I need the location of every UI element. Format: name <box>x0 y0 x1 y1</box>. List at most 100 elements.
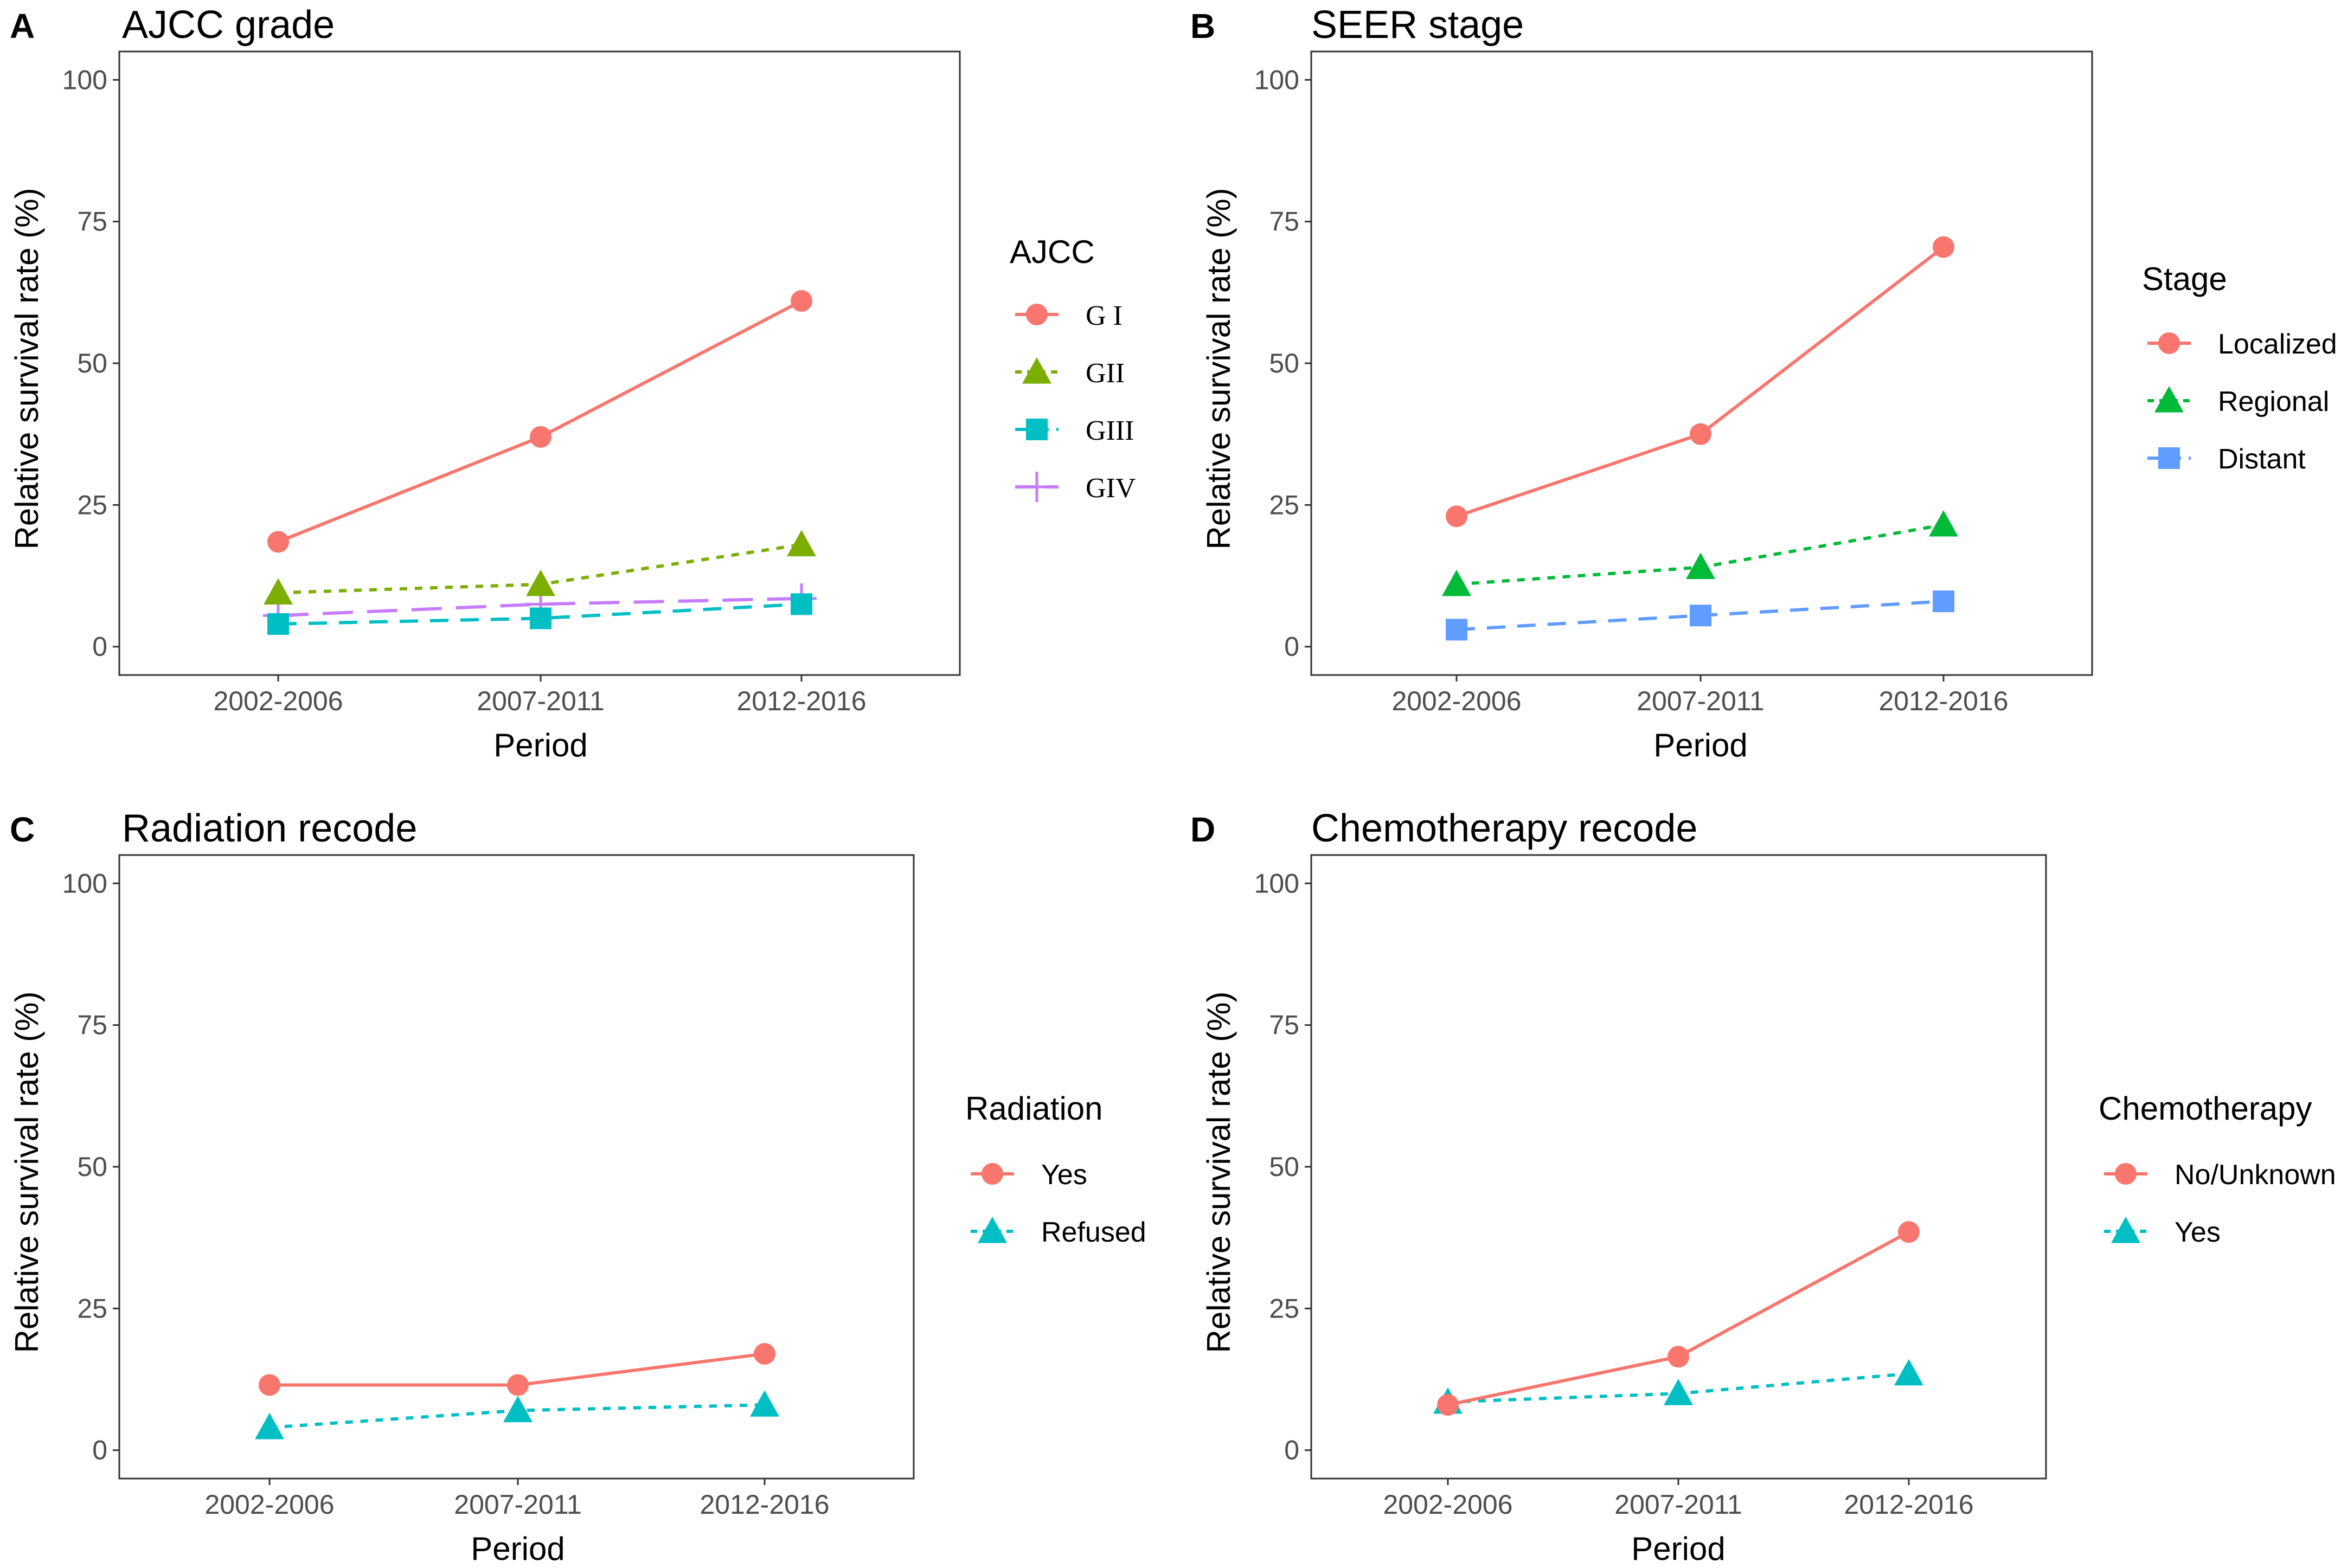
x-tick-label: 2002-2006 <box>1383 1489 1512 1520</box>
data-point <box>259 1374 280 1396</box>
x-tick-label: 2002-2006 <box>204 1489 334 1520</box>
legend-label: GII <box>1086 358 1125 389</box>
data-point <box>1929 510 1958 537</box>
data-point <box>1437 1394 1459 1416</box>
legend: Radiation Yes Refused <box>965 1090 1146 1248</box>
y-tick-label: 0 <box>92 1435 107 1466</box>
legend-label: Yes <box>2175 1217 2221 1248</box>
x-tick-label: 2012-2016 <box>700 1489 829 1520</box>
legend-key-marker <box>2154 386 2184 413</box>
data-point <box>526 569 555 596</box>
y-tick-label: 75 <box>77 207 107 237</box>
y-axis-title: Relative survival rate (%) <box>1201 992 1237 1353</box>
y-axis-title: Relative survival rate (%) <box>9 188 45 550</box>
series-line-localized <box>1456 246 1945 518</box>
x-axis-title: Period <box>1653 727 1747 763</box>
data-point <box>1933 236 1954 258</box>
legend-label: No/Unknown <box>2175 1159 2336 1191</box>
panel-letter: B <box>1190 7 1215 46</box>
data-point <box>1933 590 1954 613</box>
legend-label: Distant <box>2218 444 2306 475</box>
y-tick-label: 50 <box>77 1152 107 1182</box>
panel-d: D Chemotherapy recode 0 25 50 75 100 2002-2006 2… <box>1190 807 2336 1567</box>
legend-title: Radiation <box>965 1090 1103 1127</box>
plot-frame <box>1310 50 2093 676</box>
series-line-g-i <box>277 299 803 544</box>
legend-key-marker <box>978 1217 1007 1243</box>
data-point <box>1690 423 1711 445</box>
data-point <box>1442 569 1471 596</box>
legend-label: G I <box>1086 300 1123 331</box>
x-tick-label: 2007-2011 <box>1637 686 1764 716</box>
y-tick-label: 50 <box>1269 348 1299 378</box>
legend-key-marker <box>982 1163 1003 1185</box>
y-tick-label: 75 <box>77 1010 107 1040</box>
chart-title: AJCC grade <box>122 3 335 47</box>
panel-letter: D <box>1190 810 1215 849</box>
legend-label: Refused <box>1041 1217 1146 1248</box>
legend-label: Regional <box>2218 386 2329 417</box>
data-point <box>267 613 289 635</box>
y-tick-label: 25 <box>77 490 107 520</box>
data-point <box>255 1412 284 1440</box>
data-point <box>1664 1379 1693 1405</box>
panel-b: B SEER stage 0 25 50 75 100 2002-2006 2007-2011 2… <box>1190 3 2337 763</box>
panel-c: C Radiation recode 0 25 50 75 100 2002-2006 2007… <box>9 807 1146 1567</box>
y-axis-title: Relative survival rate (%) <box>9 992 45 1353</box>
data-point <box>1446 505 1467 528</box>
panel-a: A AJCC grade 0 25 50 75 100 2002-2006 2007-2011 2… <box>9 3 1136 763</box>
data-point <box>791 290 812 312</box>
x-axis-title: Period <box>1631 1531 1725 1567</box>
x-tick-label: 2012-2016 <box>1844 1489 1973 1520</box>
y-tick-label: 0 <box>1284 632 1299 662</box>
data-point <box>1690 605 1711 627</box>
legend-title: Stage <box>2142 261 2227 297</box>
legend-key-marker <box>1022 472 1052 502</box>
data-point <box>754 1343 775 1365</box>
x-tick-label: 2002-2006 <box>213 686 343 716</box>
y-tick-label: 75 <box>1269 1010 1299 1040</box>
data-point <box>530 607 551 629</box>
legend-key-marker <box>2115 1163 2137 1185</box>
data-point <box>750 1390 779 1417</box>
y-tick-label: 100 <box>62 65 107 95</box>
legend: AJCC G I GII GIII GIV <box>1010 234 1136 504</box>
legend-title: Chemotherapy <box>2099 1090 2312 1127</box>
legend-key-marker <box>2158 447 2180 469</box>
data-point <box>503 1396 533 1423</box>
x-tick-label: 2012-2016 <box>736 686 866 716</box>
data-point <box>267 531 289 553</box>
data-point <box>791 593 812 615</box>
y-tick-label: 75 <box>1269 207 1299 237</box>
legend-label: GIII <box>1086 415 1134 446</box>
x-tick-label: 2007-2011 <box>477 686 604 716</box>
chart-title: SEER stage <box>1311 3 1524 47</box>
data-point <box>1894 1359 1923 1386</box>
legend-label: Localized <box>2218 329 2337 360</box>
legend-key-marker <box>1026 304 1048 325</box>
legend-label: Yes <box>1041 1159 1087 1191</box>
legend: Chemotherapy No/Unknown Yes <box>2099 1090 2336 1248</box>
y-tick-label: 50 <box>1269 1152 1299 1182</box>
data-point <box>787 530 816 557</box>
data-point <box>264 578 293 605</box>
y-tick-label: 25 <box>1269 490 1299 520</box>
x-axis-title: Period <box>471 1531 565 1567</box>
y-tick-label: 100 <box>62 868 107 898</box>
data-point <box>1446 619 1467 641</box>
panel-letter: C <box>10 810 35 849</box>
data-point <box>1667 1346 1689 1368</box>
y-tick-label: 100 <box>1254 868 1299 898</box>
y-axis-title: Relative survival rate (%) <box>1201 188 1237 550</box>
y-tick-label: 100 <box>1254 65 1299 95</box>
x-tick-label: 2007-2011 <box>454 1489 581 1520</box>
y-tick-label: 50 <box>77 348 107 378</box>
chart-title: Radiation recode <box>122 807 417 850</box>
y-tick-label: 0 <box>92 632 107 662</box>
x-axis-title: Period <box>493 727 587 763</box>
y-tick-label: 0 <box>1284 1435 1299 1466</box>
legend-key-marker <box>2111 1217 2140 1243</box>
data-point <box>1898 1221 1920 1243</box>
legend-label: GIV <box>1086 473 1136 504</box>
panel-letter: A <box>10 7 35 46</box>
